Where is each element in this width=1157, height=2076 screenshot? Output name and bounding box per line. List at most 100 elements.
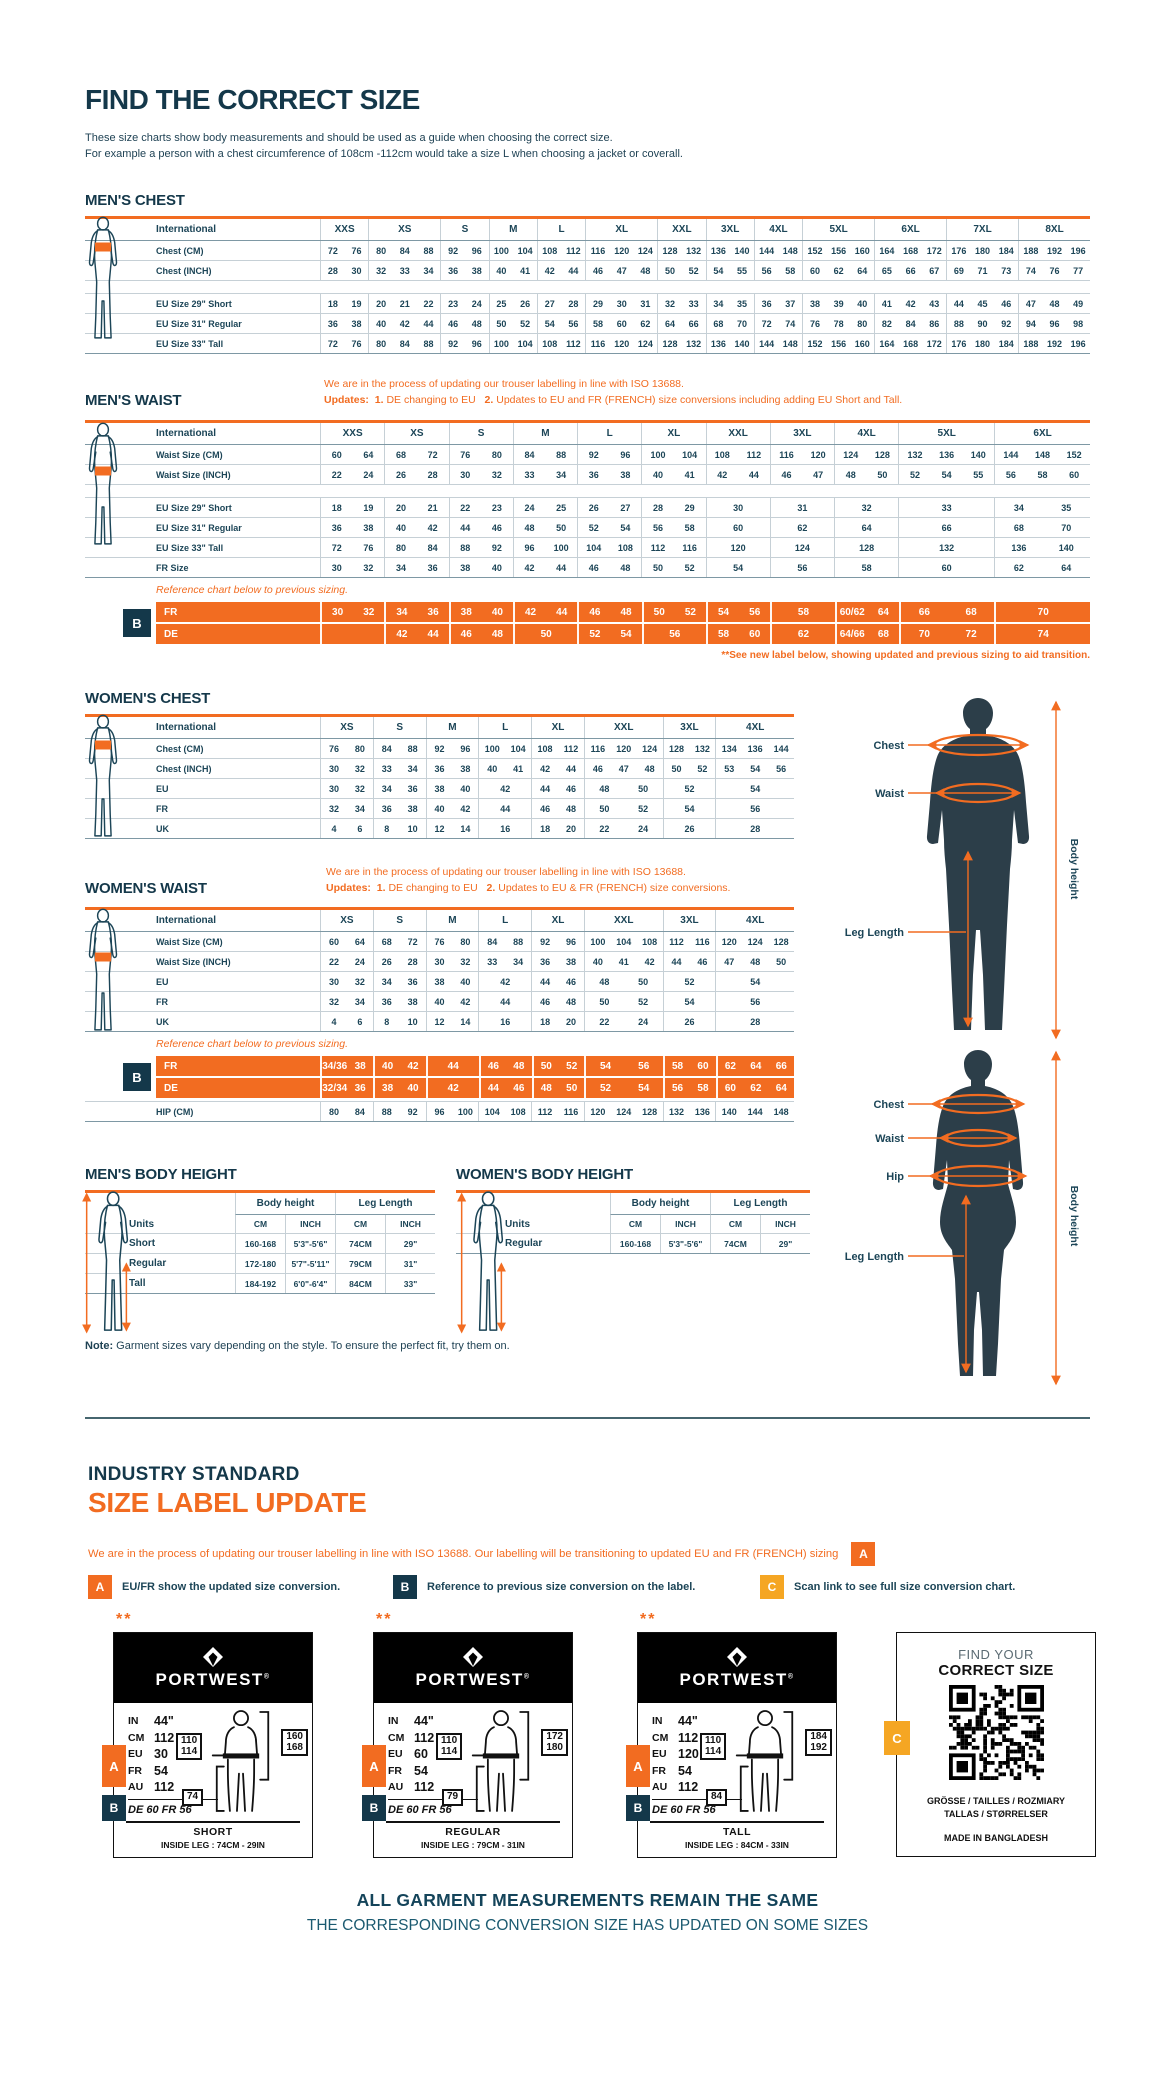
intro-line-2: For example a person with a chest circum…: [85, 148, 683, 160]
section-divider: [85, 1417, 1090, 1419]
waist-measure-box: 110 114: [436, 1733, 463, 1760]
table-row: FR Size 30 32 34 36 38 40 42 44 46 48 50 52 54 56 58 60…: [85, 558, 1090, 578]
measurement-figure: 110 114 172 180 79: [436, 1709, 568, 1817]
mens-body-height-table: Body height Leg Length Units CM INCH CM INC…: [85, 1190, 435, 1294]
correct-size-label: CORRECT SIZE: [938, 1662, 1054, 1679]
mens-waist-table: International XXS XS S M L XL XXL 3XL 4XL 5XL 6XL …: [85, 420, 1090, 661]
brand-name: PORTWEST®: [155, 1670, 271, 1689]
qr-size-card: FIND YOUR CORRECT SIZE GRÖSSE / TAILLES …: [884, 1632, 1096, 1857]
hip-label: Hip: [886, 1171, 904, 1183]
table-row: Waist Size (CM) 60 64 68 72 76 80 84 88 92 96 100 1…: [85, 932, 794, 952]
measurement-figure: 110 114 184 192 84: [700, 1709, 832, 1817]
fit-name: TALL: [722, 1826, 752, 1838]
leg-measure-box: 79: [442, 1789, 464, 1806]
table-row: Chest (INCH) 28 30 32 33 34 36 38 40 41 42 44 46 47 4…: [85, 261, 1090, 281]
measurement-figure: 110 114 160 168 74: [176, 1709, 308, 1817]
figure-outline-icon: [471, 1710, 530, 1812]
update-asterisks: **: [376, 1611, 393, 1628]
footer-line-1: ALL GARMENT MEASUREMENTS REMAIN THE SAME: [356, 1890, 819, 1910]
table-header-row: International XXS XS S M L XL XXL 3XL 4XL 5XL 6XL: [85, 423, 1090, 445]
chest-label: Chest: [873, 740, 904, 752]
table-row: EU Size 33" Tall 72 76 80 84 88 92 96 100 104 108…: [85, 334, 1090, 354]
find-your-label: FIND YOUR: [958, 1647, 1034, 1662]
brand-header: PORTWEST®: [638, 1633, 836, 1703]
womens-body-height-table: Body height Leg Length Units CM INCH CM INC…: [456, 1190, 810, 1254]
previous-size-line: DE 60 FR 56: [388, 1803, 452, 1816]
waist-label: Waist: [875, 788, 904, 800]
womens-body-height-section: WOMEN'S BODY HEIGHT Body height Leg Leng…: [456, 1166, 810, 1334]
mens-waist-section: MEN'S WAIST We are in the process of upd…: [85, 378, 1090, 661]
leg-length-label: Leg Length: [845, 1251, 905, 1263]
male-body-diagram: Chest Waist Leg Length Body height: [845, 698, 1080, 1040]
size-label-update-heading: SIZE LABEL UPDATE: [88, 1487, 367, 1518]
leg-measure-box: 84: [706, 1789, 728, 1806]
portwest-diamond-icon: [463, 1647, 483, 1667]
waist-label: Waist: [875, 1133, 904, 1145]
spacer-row: [85, 281, 1090, 294]
legend-item-b: B Reference to previous size conversion …: [393, 1575, 695, 1599]
size-values: IN 44" CM 112 EU 60 FR 54 AU 112 DE 60 FR 56: [388, 1713, 478, 1816]
portwest-diamond-icon: [203, 1647, 223, 1667]
mens-chest-section: MEN'S CHEST International XXS XS S M L XL XXL 3…: [85, 192, 1090, 354]
badge-a-icon: A: [88, 1575, 112, 1599]
table-row: EU 30 32 34 36 38 40 42 44 46 48 50 52 54: [85, 972, 794, 992]
female-body-diagram: Chest Waist Hip Leg Length Body height: [845, 1050, 1080, 1386]
garment-label-card: ** PORTWEST® IN 44" CM 112 EU 30 FR 54 AU 112 DE …: [102, 1611, 313, 1858]
table-row: DE 42 44 46 48 50 52 54 56 58 60 62 64/66 68 70 72 74: [156, 622, 1090, 644]
group-header-row: Body height Leg Length: [85, 1193, 435, 1215]
table-row: Tall 184-192 6'0"-6'4" 84CM 33": [85, 1274, 435, 1294]
badge-c-icon: C: [884, 1721, 910, 1755]
mens-chest-title: MEN'S CHEST: [85, 192, 185, 209]
reference-note: Reference chart below to previous sizing…: [156, 584, 349, 596]
portwest-diamond-icon: [727, 1647, 747, 1667]
badge-b-icon: B: [393, 1575, 417, 1599]
height-measure-box: 160 168: [281, 1729, 308, 1756]
mens-waist-title: MEN'S WAIST: [85, 392, 182, 409]
table-row: EU Size 33" Tall 72 76 80 84 88 92 96 100 104 108…: [85, 538, 1090, 558]
table-row: EU Size 31" Regular 36 38 40 42 44 46 48 50 52 54…: [85, 518, 1090, 538]
womens-waist-update-note: We are in the process of updating our tr…: [326, 866, 731, 894]
made-in-label: MADE IN BANGLADESH: [943, 1833, 1048, 1843]
update-asterisks: **: [640, 1611, 657, 1628]
table-row: Waist Size (CM) 60 64 68 72 76 80 84 88 92 96 100 1…: [85, 445, 1090, 465]
table-row: FR 34/36 38 40 42 44 46 48 50 52 54 56 58 60 62 64 66: [156, 1056, 794, 1076]
table-row: Regular 160-168 5'3"-5'6" 74CM 29": [456, 1234, 810, 1254]
legend-row: A EU/FR show the updated size conversion…: [88, 1575, 1090, 1599]
fit-name: SHORT: [193, 1826, 233, 1838]
table-row: Regular 172-180 5'7"-5'11" 79CM 31": [85, 1254, 435, 1274]
womens-waist-title: WOMEN'S WAIST: [85, 880, 207, 897]
badge-a-icon: A: [626, 1745, 650, 1787]
womens-waist-table: International XS S M L XL XXL 3XL 4XL Waist Siz…: [85, 907, 794, 1122]
table-header-row: International XS S M L XL XXL 3XL 4XL: [85, 717, 794, 739]
chest-label: Chest: [873, 1099, 904, 1111]
table-row: FR 32 34 36 38 40 42 44 46 48 50 52 54 56: [85, 799, 794, 819]
leg-length-label: Leg Length: [845, 927, 905, 939]
body-height-label: Body height: [1068, 839, 1080, 900]
male-silhouette: [926, 698, 1030, 1030]
table-row: UK 4 6 8 10 12 14 16 18 20 22 24 26 28: [85, 1012, 794, 1032]
fit-name: REGULAR: [445, 1826, 501, 1838]
table-header-row: International XXS XS S M L XL XXL 3XL 4XL 5XL 6XL 7…: [85, 219, 1090, 241]
previous-size-line: DE 60 FR 56: [652, 1803, 716, 1816]
table-row: DE 32/34 36 38 40 42 44 46 48 50 52 54 56 58 60 62 64: [156, 1076, 794, 1098]
brand-header: PORTWEST®: [114, 1633, 312, 1703]
body-height-label: Body height: [1068, 1186, 1080, 1247]
figure-outline-icon: [211, 1710, 270, 1812]
qr-code: [897, 1685, 1095, 1780]
page-header: FIND THE CORRECT SIZE These size charts …: [85, 84, 683, 162]
units-row: Units CM INCH CM INCH: [456, 1215, 810, 1234]
table-row: Waist Size (INCH) 22 24 26 28 30 32 33 34 36 38 40…: [85, 952, 794, 972]
table-row: EU Size 29" Short 18 19 20 21 22 23 24 25 26 27 28…: [85, 294, 1090, 314]
table-row: UK 4 6 8 10 12 14 16 18 20 22 24 26 28: [85, 819, 794, 839]
table-row: Short 160-168 5'3"-5'6" 74CM 29": [85, 1234, 435, 1254]
womens-waist-section: WOMEN'S WAIST We are in the process of u…: [85, 866, 794, 1122]
footer-line-2: THE CORRESPONDING CONVERSION SIZE HAS UP…: [306, 1917, 869, 1934]
units-row: Units CM INCH CM INCH: [85, 1215, 435, 1234]
badge-b-icon: B: [123, 1063, 151, 1091]
table-row: FR 30 32 34 36 38 40 42 44 46 48 50 52 54 56 58 60/62 64…: [156, 602, 1090, 622]
intro-line-1: These size charts show body measurements…: [85, 132, 613, 144]
table-row: HIP (CM) 80 84 88 92 96 100 104 108 112 116 120 124…: [85, 1101, 794, 1121]
reference-note: Reference chart below to previous sizing…: [156, 1038, 349, 1050]
update-asterisks: **: [116, 1611, 133, 1628]
badge-b-icon: B: [626, 1795, 650, 1821]
